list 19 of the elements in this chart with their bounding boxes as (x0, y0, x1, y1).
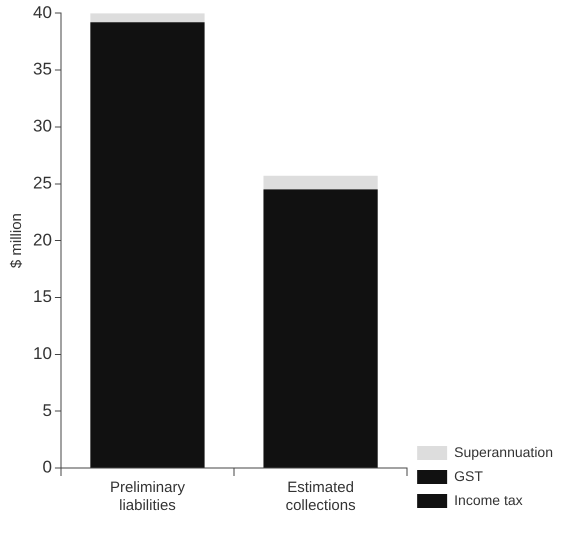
y-axis-title: $ million (8, 213, 26, 268)
y-tick-label: 40 (32, 2, 52, 22)
legend-label: GST (454, 468, 484, 484)
bar (263, 176, 378, 190)
bar (263, 189, 378, 468)
x-tick-label: Estimated collections (286, 479, 356, 514)
y-tick-label: 15 (32, 287, 52, 306)
bar (90, 13, 205, 22)
y-tick-label: 5 (42, 400, 52, 420)
y-tick-label: 25 (32, 173, 52, 192)
legend-label: Superannuation (454, 444, 554, 460)
bar (90, 22, 205, 468)
y-tick-label: 30 (32, 116, 52, 136)
y-tick-label: 0 (42, 458, 52, 477)
x-tick-label: Preliminary liabilities (110, 479, 186, 514)
legend-label: Income tax (454, 492, 523, 508)
y-tick-label: 35 (32, 60, 52, 79)
y-tick-label: 20 (32, 230, 52, 250)
y-tick-label: 10 (32, 344, 52, 363)
